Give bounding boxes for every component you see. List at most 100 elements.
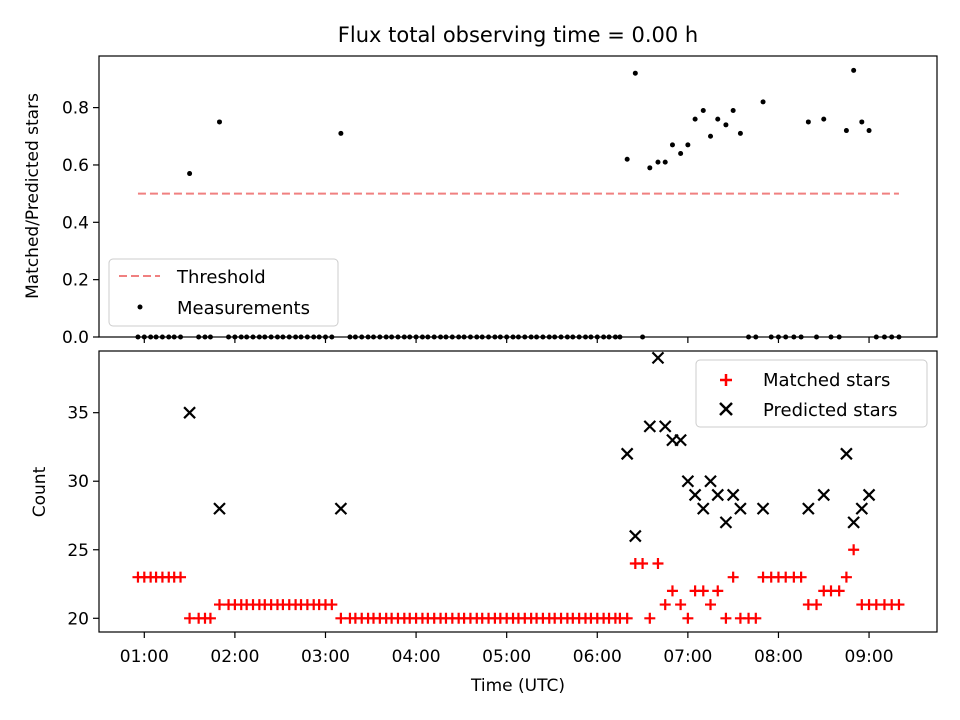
measurement-point <box>859 119 865 125</box>
matched-star-point <box>326 599 338 611</box>
measurement-point <box>510 334 516 340</box>
measurement-point <box>640 334 646 340</box>
bottom-panel-counts: 20 25 30 35 Count Matched stars Predicted s… <box>30 350 938 638</box>
measurement-point <box>298 334 304 340</box>
measurement-point <box>783 334 789 340</box>
top-y-axis: 0.0 0.2 0.4 0.6 0.8 <box>62 99 870 348</box>
measurement-point <box>438 334 444 340</box>
predicted-star-point <box>674 433 687 447</box>
measurement-point <box>256 334 262 340</box>
y-tick-label: 30 <box>67 472 89 492</box>
measurement-point <box>401 334 407 340</box>
measurement-point <box>329 334 335 340</box>
predicted-star-point <box>734 502 747 515</box>
measurement-point <box>338 130 344 136</box>
measurement-point <box>692 116 698 122</box>
top-plot-area <box>135 67 902 340</box>
x-axis-label: Time (UTC) <box>470 676 565 696</box>
predicted-star-point <box>817 488 831 502</box>
predicted-star-point <box>704 474 717 488</box>
measurement-point <box>148 334 154 340</box>
measurement-point <box>558 334 564 340</box>
measurement-point <box>515 334 521 340</box>
measurement-point <box>461 334 467 340</box>
matched-star-point <box>204 612 216 624</box>
predicted-star-point <box>620 447 634 461</box>
legend-measurements-swatch <box>137 304 143 310</box>
legend-matched-label: Matched stars <box>763 370 890 391</box>
measurement-point <box>546 334 552 340</box>
predicted-star-point <box>688 488 702 502</box>
measurement-point <box>492 334 498 340</box>
measurement-point <box>843 128 849 134</box>
predicted-star-point <box>840 447 853 461</box>
x-tick-label: 01:00 <box>120 647 169 667</box>
measurement-point <box>383 334 389 340</box>
measurement-point <box>647 165 653 171</box>
measurement-point <box>407 334 413 340</box>
measurement-point <box>601 334 607 340</box>
measurement-point <box>250 334 256 340</box>
measurement-point <box>866 128 872 134</box>
matched-star-point <box>659 599 671 611</box>
measurement-point <box>715 116 721 122</box>
measurement-point <box>768 334 774 340</box>
y-tick-label: 0.6 <box>62 156 89 176</box>
top-legend: Threshold Measurements <box>108 258 339 327</box>
measurement-point <box>371 334 377 340</box>
matched-star-point <box>705 599 717 611</box>
measurement-point <box>564 334 570 340</box>
measurement-point <box>479 334 485 340</box>
matched-star-point <box>697 585 709 597</box>
x-tick-label: 05:00 <box>482 647 531 667</box>
measurement-point <box>171 334 177 340</box>
y-tick-label: 0.0 <box>62 328 89 348</box>
measurement-point <box>456 334 462 340</box>
predicted-star-point <box>629 529 642 543</box>
chart-title: Flux total observing time = 0.00 h <box>338 23 698 47</box>
measurement-point <box>293 334 299 340</box>
measurement-point <box>413 334 419 340</box>
measurement-point <box>238 334 244 340</box>
measurement-point <box>528 334 534 340</box>
bottom-y-axis: 20 25 30 35 <box>67 404 870 638</box>
measurement-point <box>588 334 594 340</box>
measurement-point <box>274 334 280 340</box>
measurement-point <box>159 334 165 340</box>
measurement-point <box>708 133 714 139</box>
predicted-star-point <box>711 488 725 502</box>
measurement-point <box>896 334 902 340</box>
measurement-point <box>737 130 743 136</box>
measurement-point <box>678 150 684 156</box>
bottom-legend-box <box>695 359 928 428</box>
measurement-point <box>662 159 668 165</box>
predicted-star-point <box>696 502 710 515</box>
measurement-point <box>851 67 857 73</box>
measurement-point <box>594 334 600 340</box>
measurement-point <box>700 107 706 113</box>
predicted-star-point <box>756 502 770 515</box>
measurement-point <box>775 334 781 340</box>
measurement-point <box>889 334 895 340</box>
bottom-plot-area <box>132 351 905 624</box>
x-axis: 01:00 02:00 03:00 04:00 05:00 06:00 07:00 08:00… <box>120 647 894 667</box>
matched-star-point <box>893 599 905 611</box>
measurement-point <box>226 334 232 340</box>
predicted-star-point <box>213 502 226 515</box>
measurement-point <box>316 334 322 340</box>
measurement-point <box>207 334 213 340</box>
matched-star-point <box>727 571 739 583</box>
matched-star-point <box>675 599 687 611</box>
measurement-point <box>196 334 202 340</box>
measurement-point <box>419 334 425 340</box>
measurement-point <box>431 334 437 340</box>
predicted-star-point <box>334 502 348 515</box>
x-tick-label: 06:00 <box>573 647 622 667</box>
measurement-point <box>723 122 729 128</box>
measurement-point <box>202 334 208 340</box>
measurement-point <box>359 334 365 340</box>
matched-star-point <box>750 612 762 624</box>
measurement-point <box>322 334 328 340</box>
matched-star-point <box>175 571 187 583</box>
measurement-point <box>805 119 811 125</box>
